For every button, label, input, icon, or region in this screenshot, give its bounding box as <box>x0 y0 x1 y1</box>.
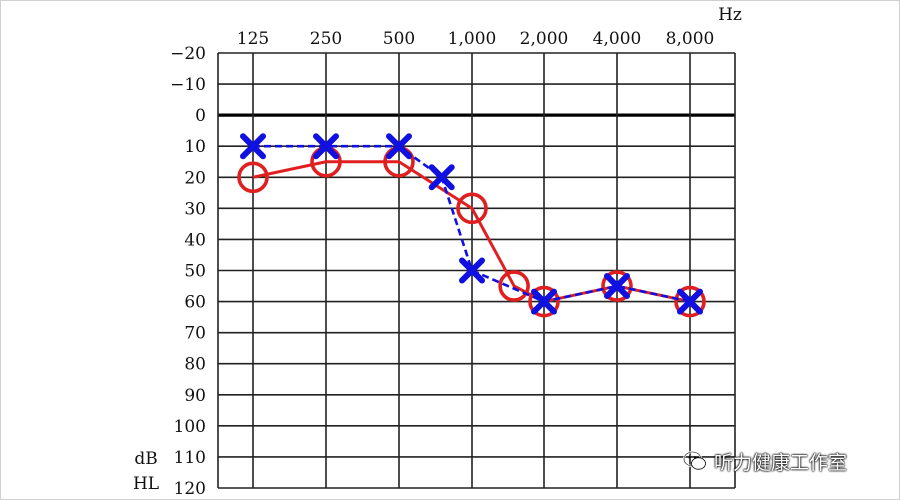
circle-marker <box>456 192 488 225</box>
y-tick-label: −10 <box>170 75 206 95</box>
y-tick-label: 70 <box>184 324 206 344</box>
watermark-text: 听力健康工作室 <box>714 451 848 474</box>
cross-marker <box>677 288 703 315</box>
y-tick-label: 30 <box>184 199 206 219</box>
y-tick-label: −20 <box>170 44 206 64</box>
cross-marker <box>386 133 412 160</box>
cross-series-line <box>253 144 691 303</box>
y-tick-label: 120 <box>174 479 206 499</box>
y-tick-label: 90 <box>184 386 206 406</box>
cross-series <box>240 133 703 315</box>
circle-marker <box>674 285 706 318</box>
x-tick-label: 2,000 <box>520 29 569 49</box>
cross-marker <box>240 133 266 160</box>
circle-marker <box>601 270 633 302</box>
y-tick-label: 60 <box>184 293 206 313</box>
circle-marker <box>498 270 530 302</box>
y-tick-label: 40 <box>184 230 206 250</box>
cross-marker <box>604 273 630 300</box>
y-tick-label: 50 <box>184 262 206 282</box>
y-unit-label-db: dB <box>134 449 157 469</box>
x-tick-label: 500 <box>383 29 415 49</box>
y-tick-label: 80 <box>184 355 206 375</box>
wechat-icon <box>683 451 706 470</box>
circle-marker <box>237 161 269 194</box>
cross-marker <box>531 288 557 315</box>
circle-series <box>237 145 706 318</box>
circle-marker <box>528 285 560 318</box>
x-unit-label: Hz <box>718 5 742 25</box>
cross-marker <box>459 257 485 284</box>
cross-marker <box>313 133 339 160</box>
x-tick-label: 4,000 <box>593 29 642 49</box>
y-tick-label: 20 <box>184 168 206 188</box>
x-tick-label: 250 <box>310 29 342 49</box>
x-tick-label: 125 <box>237 29 269 49</box>
x-tick-label: 1,000 <box>448 29 497 49</box>
cross-marker <box>428 164 455 191</box>
x-tick-label: 8,000 <box>666 29 715 49</box>
y-unit-label-hl: HL <box>133 474 159 494</box>
y-tick-label: 10 <box>184 137 206 157</box>
y-tick-label: 100 <box>174 417 206 437</box>
y-tick-label: 110 <box>174 448 206 468</box>
watermark: 听力健康工作室 <box>682 447 847 475</box>
y-tick-label: 0 <box>195 106 206 126</box>
